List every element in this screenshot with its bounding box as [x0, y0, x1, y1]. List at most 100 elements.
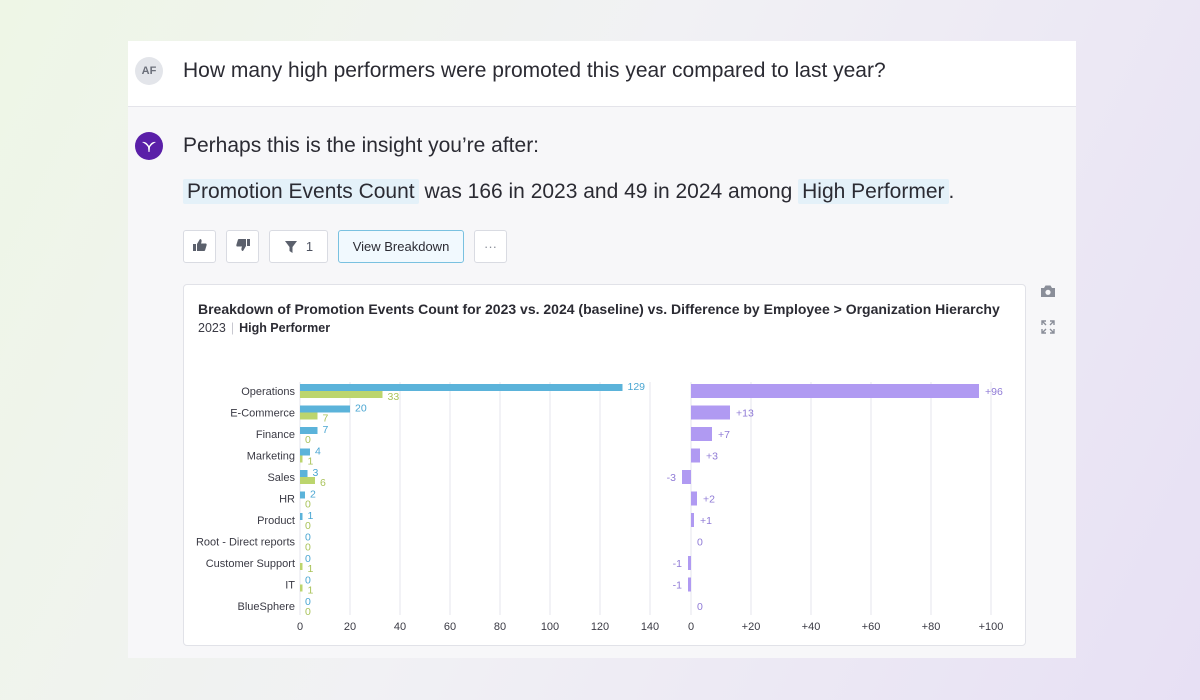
- question-text: How many high performers were promoted t…: [183, 59, 886, 82]
- difference-label: -3: [667, 472, 676, 484]
- data-label-2023: 4: [315, 446, 321, 458]
- bar-2023: [300, 448, 310, 456]
- difference-label: +13: [736, 408, 754, 420]
- data-label-2024: 0: [305, 520, 311, 532]
- data-label-2023: 129: [628, 381, 646, 393]
- subtitle-year: 2023: [198, 321, 226, 335]
- user-avatar: AF: [135, 57, 163, 85]
- data-label-2023: 0: [305, 596, 311, 608]
- bar-2023: [300, 470, 308, 477]
- x-tick-label: +80: [922, 621, 941, 633]
- metric-chip[interactable]: Promotion Events Count: [183, 179, 419, 204]
- difference-bar: [691, 513, 694, 527]
- data-label-2024: 0: [305, 606, 311, 618]
- chart-subtitle: 2023 | High Performer: [198, 321, 330, 335]
- difference-bar: [688, 556, 691, 570]
- chart-card: Breakdown of Promotion Events Count for …: [183, 284, 1026, 646]
- x-tick-label: 0: [688, 621, 694, 633]
- data-label-2024: 0: [305, 542, 311, 554]
- data-label-2023: 0: [305, 532, 311, 544]
- thumbs-up-icon: [192, 237, 208, 256]
- breakdown-chart: 0 20 40 60 80 100 120 140 0 +20 +40 +60 +80 +100Opera…: [196, 381, 1004, 633]
- difference-label: 0: [697, 601, 703, 613]
- difference-bar: [691, 384, 979, 398]
- thumbs-down-icon: [235, 237, 251, 256]
- difference-bar: [688, 577, 691, 592]
- data-label-2023: 0: [305, 553, 311, 565]
- x-tick-label: +60: [862, 621, 881, 633]
- more-button[interactable]: ···: [474, 230, 507, 263]
- difference-label: -1: [673, 558, 682, 570]
- more-icon: ···: [484, 239, 497, 254]
- x-tick-label: 0: [297, 621, 303, 633]
- difference-label: -1: [673, 580, 682, 592]
- answer-insight: Promotion Events Count was 166 in 2023 a…: [183, 179, 955, 204]
- x-tick-label: +40: [802, 621, 821, 633]
- difference-label: 0: [697, 537, 703, 549]
- data-label-2024: 1: [308, 456, 314, 468]
- x-tick-label: 80: [494, 621, 506, 633]
- camera-icon[interactable]: [1040, 284, 1056, 303]
- category-label: E-Commerce: [230, 408, 295, 420]
- bar-2024: [300, 455, 303, 463]
- bar-2023: [300, 513, 303, 520]
- x-tick-label: +100: [979, 621, 1004, 633]
- bar-2024: [300, 477, 315, 484]
- data-label-2023: 2: [310, 489, 316, 501]
- difference-label: +7: [718, 429, 730, 441]
- bar-2023: [300, 427, 318, 434]
- category-label: Finance: [256, 429, 295, 441]
- category-label: Operations: [241, 386, 295, 398]
- category-label: Customer Support: [206, 558, 295, 570]
- thumbs-up-button[interactable]: [183, 230, 216, 263]
- assistant-logo-icon: [135, 132, 163, 160]
- insight-end: .: [948, 180, 955, 203]
- x-tick-label: 60: [444, 621, 456, 633]
- difference-bar: [691, 405, 730, 420]
- category-label: Sales: [267, 472, 295, 484]
- filter-icon: [284, 240, 298, 254]
- difference-label: +1: [700, 515, 712, 527]
- difference-bar: [682, 470, 691, 484]
- data-label-2024: 1: [308, 585, 314, 597]
- chart-title: Breakdown of Promotion Events Count for …: [198, 301, 1000, 317]
- filter-count: 1: [305, 239, 314, 254]
- x-tick-label: 120: [591, 621, 609, 633]
- thumbs-down-button[interactable]: [226, 230, 259, 263]
- difference-bar: [691, 448, 700, 463]
- category-label: IT: [285, 580, 295, 592]
- data-label-2023: 1: [308, 510, 314, 522]
- insight-text: was 166 in 2023 and 49 in 2024 among: [424, 180, 793, 203]
- view-breakdown-button[interactable]: View Breakdown: [338, 230, 464, 263]
- conversation-card: AF How many high performers were promote…: [128, 41, 1076, 658]
- question-row: AF How many high performers were promote…: [128, 41, 1076, 107]
- x-tick-label: 140: [641, 621, 659, 633]
- data-label-2024: 0: [305, 434, 311, 446]
- x-tick-label: +20: [742, 621, 761, 633]
- expand-icon[interactable]: [1040, 319, 1056, 340]
- x-tick-label: 20: [344, 621, 356, 633]
- category-label: Product: [257, 515, 295, 527]
- data-label-2023: 7: [323, 424, 329, 436]
- category-label: Marketing: [247, 451, 295, 463]
- answer-intro: Perhaps this is the insight you’re after…: [183, 134, 540, 157]
- bar-2024: [300, 391, 383, 398]
- filter-button[interactable]: 1: [269, 230, 328, 263]
- bar-2023: [300, 405, 350, 413]
- difference-label: +3: [706, 451, 718, 463]
- segment-chip[interactable]: High Performer: [798, 179, 949, 204]
- data-label-2024: 6: [320, 477, 326, 489]
- data-label-2023: 3: [313, 467, 319, 479]
- data-label-2024: 33: [388, 391, 400, 403]
- category-label: BlueSphere: [238, 601, 296, 613]
- bar-2023: [300, 384, 623, 391]
- bar-2023: [300, 491, 305, 499]
- data-label-2023: 0: [305, 575, 311, 587]
- bar-2024: [300, 563, 303, 570]
- difference-label: +96: [985, 386, 1003, 398]
- x-tick-label: 100: [541, 621, 559, 633]
- category-label: HR: [279, 494, 295, 506]
- bar-2024: [300, 584, 303, 592]
- difference-label: +2: [703, 494, 715, 506]
- x-tick-label: 40: [394, 621, 406, 633]
